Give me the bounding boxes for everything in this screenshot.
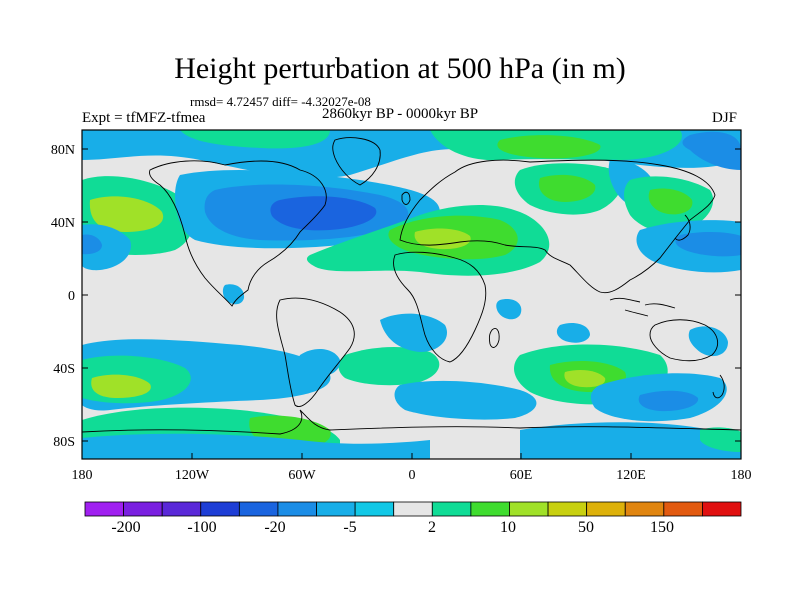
coast-antarctica (82, 409, 741, 435)
coast-north-america (149, 160, 327, 307)
coastlines (82, 137, 741, 435)
colorbar-label: 2 (428, 519, 436, 536)
colorbar-swatch (393, 501, 433, 517)
colorbar-label: 10 (500, 519, 516, 536)
coast-new-zealand (712, 374, 725, 399)
contour-ant-cyan (82, 433, 430, 459)
lon-label: 180 (72, 468, 93, 483)
lon-label: 120E (616, 468, 646, 483)
colorbar-label: -20 (264, 519, 285, 536)
contour-natl-blue2 (270, 196, 377, 231)
contour-satl-green (338, 346, 440, 386)
colorbar-swatch (470, 501, 510, 517)
colorbar-swatch (702, 501, 742, 517)
lat-label: 0 (68, 289, 75, 304)
contour-asia-lime (538, 174, 596, 202)
colorbar (84, 501, 742, 517)
colorbar-swatch (431, 501, 472, 517)
contour-npac-west-blue (82, 234, 102, 255)
contour-trop-cyan2 (496, 299, 522, 320)
contour-sind-cyan-sm (556, 323, 590, 343)
coast-australia (649, 319, 719, 362)
coast-madagascar (488, 328, 500, 348)
coast-indonesia (609, 297, 676, 317)
colorbar-swatch (277, 501, 317, 517)
lat-label: 80N (51, 143, 75, 158)
lon-label: 0 (409, 468, 416, 483)
contour-sam-cyan (298, 348, 341, 377)
lat-label: 40S (53, 362, 75, 377)
stats-line: rmsd= 4.72457 diff= -4.32027e-08 (190, 94, 371, 109)
lon-label: 60W (288, 468, 316, 483)
lon-label: 120W (175, 468, 210, 483)
contour-eur-yellow (414, 228, 471, 250)
contour-spac-west-lime (91, 374, 151, 398)
colorbar-swatch (663, 501, 703, 517)
lon-label: 180 (731, 468, 752, 483)
coast-eurasia (399, 159, 716, 294)
contour-aus-cyan (688, 326, 728, 357)
lat-ticks (82, 148, 741, 442)
colorbar-label: 150 (650, 519, 674, 536)
lat-label: 40N (51, 216, 75, 231)
colorbar-label: -200 (111, 519, 140, 536)
colorbar-swatch (547, 501, 588, 517)
colorbar-swatch (586, 501, 626, 517)
lat-label: 80S (53, 435, 75, 450)
contour-satl-blue (394, 380, 537, 420)
contour-arctic-green-w (180, 130, 330, 149)
contour-ant-east-green (700, 427, 741, 452)
season-label: DJF (712, 110, 738, 126)
lon-label: 60E (510, 468, 533, 483)
contour-satl-cyan (380, 313, 448, 352)
coast-africa (393, 251, 487, 363)
colorbar-label: 50 (578, 519, 594, 536)
colorbar-swatch (354, 501, 395, 517)
contour-sind-yellow (564, 370, 606, 388)
coast-south-america (276, 297, 355, 407)
colorbar-swatch (238, 501, 279, 517)
coast-uk (401, 191, 411, 205)
coast-japan (674, 214, 691, 241)
contour-field (82, 130, 741, 459)
period-label: 2860kyr BP - 0000kyr BP (322, 106, 479, 122)
colorbar-swatch (84, 501, 124, 517)
colorbar-labels: -200 -100 -20 -5 2 10 50 150 (111, 519, 674, 536)
contour-npac-east-lime (648, 188, 693, 215)
colorbar-swatch (123, 501, 163, 517)
contour-npac-west-cyan (82, 224, 131, 271)
colorbar-swatch (509, 501, 549, 517)
contour-ant-east-cyan (520, 422, 741, 459)
colorbar-label: -5 (343, 519, 356, 536)
contour-npac-west-lime (89, 196, 164, 232)
coast-greenland (332, 137, 381, 186)
contour-npac-east-blue (675, 232, 741, 257)
colorbar-swatch (624, 501, 665, 517)
page-title: Height perturbation at 500 hPa (in m) (174, 52, 626, 85)
contour-trop-cyan1 (222, 284, 245, 305)
contour-arctic-blue-e (682, 131, 741, 170)
lon-ticks (81, 453, 742, 459)
colorbar-label: -100 (187, 519, 216, 536)
contour-arctic-lime (497, 135, 601, 159)
colorbar-swatch (161, 501, 202, 517)
colorbar-swatch (200, 501, 240, 517)
colorbar-swatch (316, 501, 356, 517)
contour-sind-blue2 (638, 390, 699, 412)
experiment-label: Expt = tfMFZ-tfmea (82, 110, 206, 126)
